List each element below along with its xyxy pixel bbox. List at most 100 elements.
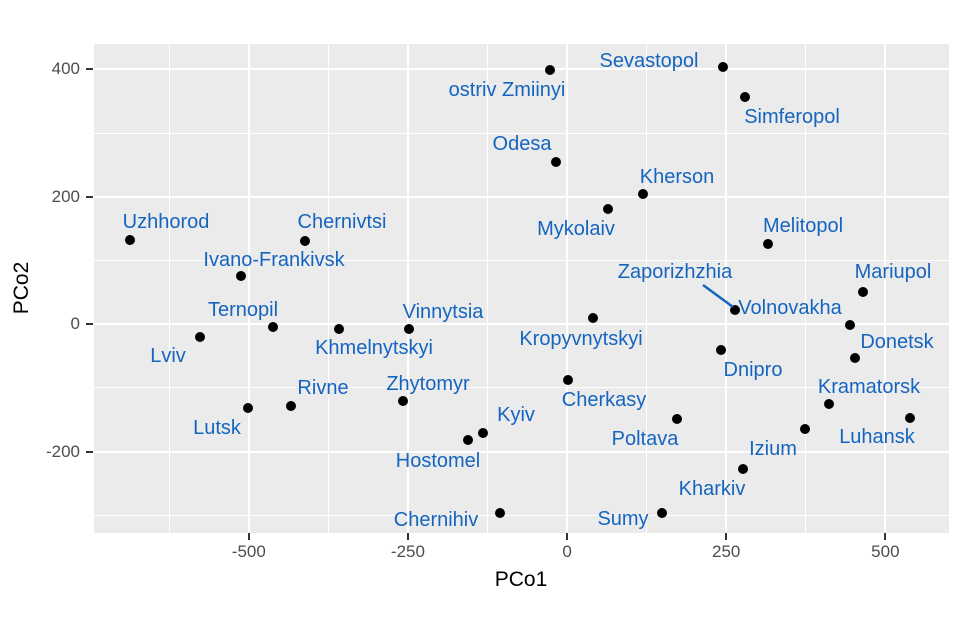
x-tick-mark-250: [725, 533, 728, 540]
gridline-x-major-0: [566, 44, 569, 533]
gridline-x-minor--125: [487, 44, 488, 533]
city-label-melitopol: Melitopol: [762, 215, 844, 237]
data-point-mariupol: [858, 287, 869, 298]
city-label-luhansk: Luhansk: [839, 426, 915, 448]
data-point-odesa: [551, 156, 562, 167]
city-label-rivne: Rivne: [297, 377, 349, 399]
city-label-chernivtsi: Chernivtsi: [297, 211, 387, 233]
city-label-donetsk: Donetsk: [860, 331, 934, 353]
x-tick-mark--500: [247, 533, 250, 540]
data-point-mykolaiv: [602, 203, 613, 214]
city-label-sevastopol: Sevastopol: [599, 50, 699, 72]
y-tick-label--200: -200: [45, 441, 80, 461]
data-point-melitopol: [763, 238, 774, 249]
data-point-zhytomyr: [398, 395, 409, 406]
data-point-ostriv-zmiinyi: [544, 65, 555, 76]
x-axis-title: PCo1: [494, 568, 548, 591]
gridline-y-minor-300: [93, 132, 949, 134]
data-point-cherkasy: [562, 374, 573, 385]
gridline-y-major-400: [93, 68, 949, 71]
y-tick-label-0: 0: [70, 314, 80, 334]
gridline-y-minor--100: [93, 387, 949, 389]
city-label-dnipro: Dnipro: [723, 359, 783, 381]
city-label-uzhhorod: Uzhhorod: [122, 211, 210, 233]
x-tick-label-500: 500: [871, 542, 900, 561]
city-label-vinnytsia: Vinnytsia: [402, 301, 484, 323]
x-tick-label--500: -500: [231, 542, 266, 561]
gridline-x-minor--625: [168, 44, 170, 533]
y-tick-mark--200: [85, 450, 93, 453]
city-label-hostomel: Hostomel: [395, 450, 481, 472]
data-point-uzhhorod: [125, 235, 136, 246]
city-label-kramatorsk: Kramatorsk: [817, 376, 921, 398]
city-label-ivano-frankivsk: Ivano-Frankivsk: [203, 249, 345, 271]
data-point-ivano-frankivsk: [235, 271, 246, 282]
data-point-chernivtsi: [299, 236, 310, 247]
plot-panel: [93, 44, 949, 533]
city-label-kyiv: Kyiv: [497, 404, 535, 426]
gridline-x-minor-125: [646, 44, 648, 533]
x-tick-mark-0: [566, 533, 569, 540]
data-point-rivne: [286, 400, 297, 411]
y-tick-mark-400: [85, 68, 93, 71]
gridline-y-minor-100: [93, 259, 949, 261]
city-label-ostriv-zmiinyi: ostriv Zmiinyi: [448, 79, 566, 101]
data-point-volnovakha: [845, 320, 856, 331]
city-label-poltava: Poltava: [611, 428, 679, 450]
gridline-x-minor--375: [327, 44, 329, 533]
city-label-zaporizhzhia: Zaporizhzhia: [617, 261, 733, 283]
data-point-kropyvnytskyi: [588, 312, 599, 323]
city-label-lutsk: Lutsk: [193, 417, 241, 439]
city-label-cherkasy: Cherkasy: [561, 389, 647, 411]
gridline-x-major--250: [406, 44, 409, 533]
data-point-sevastopol: [718, 61, 729, 72]
y-tick-mark-0: [85, 323, 93, 326]
city-label-simferopol: Simferopol: [744, 106, 840, 128]
data-point-sumy: [656, 508, 667, 519]
city-label-mykolaiv: Mykolaiv: [537, 218, 615, 240]
city-label-khmelnytskyi: Khmelnytskyi: [315, 337, 433, 359]
data-point-luhansk: [904, 413, 915, 424]
data-point-simferopol: [740, 91, 751, 102]
gridline-y-major-0: [93, 323, 949, 326]
city-label-lviv: Lviv: [150, 345, 186, 367]
data-point-zaporizhzhia: [730, 304, 741, 315]
data-point-ternopil: [268, 321, 278, 332]
data-point-dnipro: [716, 344, 727, 355]
data-point-chernihiv: [495, 508, 506, 519]
gridline-y-minor--300: [93, 514, 949, 516]
city-label-ternopil: Ternopil: [207, 299, 279, 321]
gridline-x-major-500: [884, 44, 887, 533]
data-point-kyiv: [478, 428, 489, 439]
data-point-lviv: [194, 331, 205, 342]
x-tick-label-0: 0: [562, 542, 572, 561]
gridline-y-major--200: [93, 450, 949, 453]
data-point-khmelnytskyi: [334, 323, 345, 334]
x-tick-label-250: 250: [712, 542, 741, 561]
city-label-mariupol: Mariupol: [854, 261, 932, 283]
data-point-kharkiv: [738, 464, 749, 475]
x-tick-mark-500: [884, 533, 887, 540]
x-tick-label--250: -250: [390, 542, 425, 561]
data-point-kramatorsk: [824, 399, 835, 410]
city-label-volnovakha: Volnovakha: [738, 297, 842, 319]
x-tick-mark--250: [406, 533, 409, 540]
city-label-odesa: Odesa: [492, 133, 552, 155]
y-tick-mark-200: [85, 195, 93, 198]
y-axis-title: PCo2: [10, 261, 33, 315]
data-point-donetsk: [850, 352, 861, 363]
city-label-kropyvnytskyi: Kropyvnytskyi: [519, 328, 643, 350]
gridline-x-major-250: [725, 44, 728, 533]
gridline-x-major--500: [247, 44, 250, 533]
city-label-izium: Izium: [749, 438, 797, 460]
gridline-y-major-200: [93, 195, 949, 198]
gridline-x-minor-375: [805, 44, 807, 533]
data-point-poltava: [671, 414, 682, 425]
data-point-lutsk: [243, 403, 254, 414]
data-point-kherson: [638, 189, 649, 200]
y-tick-label-400: 400: [51, 59, 80, 79]
data-point-hostomel: [463, 435, 474, 446]
city-label-chernihiv: Chernihiv: [393, 509, 479, 531]
data-point-izium: [799, 424, 810, 435]
